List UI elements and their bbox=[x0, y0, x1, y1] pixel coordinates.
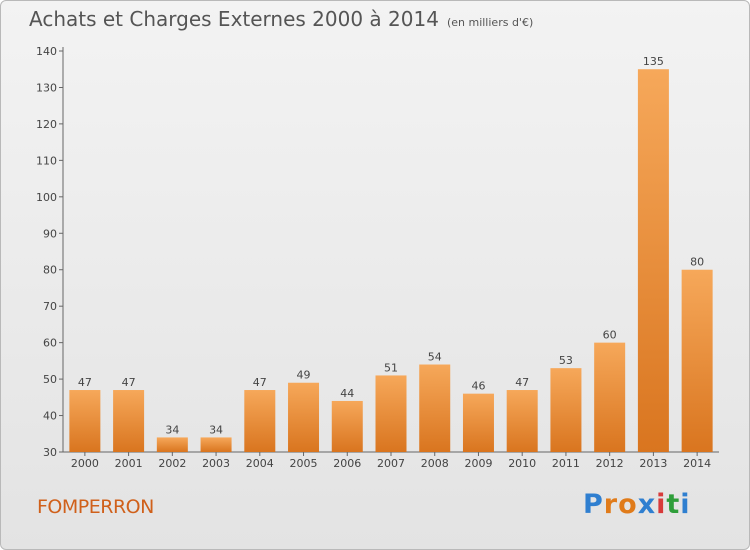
x-tick-label-2001: 2001 bbox=[115, 457, 143, 470]
bar-2006 bbox=[331, 400, 363, 452]
bar-2005 bbox=[288, 382, 320, 452]
x-tick-label-2011: 2011 bbox=[552, 457, 580, 470]
bar-2000 bbox=[69, 390, 101, 452]
bar-2007 bbox=[375, 375, 407, 452]
bar-2004 bbox=[244, 390, 276, 452]
x-tick-label-2010: 2010 bbox=[508, 457, 536, 470]
y-tick-label: 100 bbox=[36, 191, 57, 204]
logo-letter: o bbox=[618, 489, 638, 520]
value-labels: 47 47 34 34 47 49 44 51 54 46 47 53 60 135 80 bbox=[78, 55, 704, 436]
logo-letter: i bbox=[680, 489, 691, 520]
value-label-2002: 34 bbox=[165, 423, 179, 436]
bar-2013 bbox=[637, 69, 669, 453]
chart-title-text: Achats et Charges Externes 2000 à 2014 bbox=[29, 7, 439, 31]
chart-unit: (en milliers d'€) bbox=[446, 16, 534, 29]
x-tick-label-2002: 2002 bbox=[158, 457, 186, 470]
y-tick-label: 130 bbox=[36, 81, 57, 94]
x-tick-label-2012: 2012 bbox=[596, 457, 624, 470]
x-tick-label-2005: 2005 bbox=[290, 457, 318, 470]
x-tick-label-2003: 2003 bbox=[202, 457, 230, 470]
y-tick-label: 80 bbox=[43, 264, 57, 277]
value-label-2004: 47 bbox=[253, 376, 267, 389]
y-tick-label: 70 bbox=[43, 300, 57, 313]
bars bbox=[69, 69, 713, 453]
value-label-2008: 54 bbox=[428, 351, 442, 364]
value-label-2012: 60 bbox=[603, 329, 617, 342]
value-label-2007: 51 bbox=[384, 361, 398, 374]
bar-2003 bbox=[200, 437, 232, 452]
value-label-2006: 44 bbox=[340, 387, 354, 400]
logo-letter: i bbox=[656, 489, 667, 520]
commune-name: FOMPERRON bbox=[37, 496, 154, 518]
logo-letter: x bbox=[637, 489, 657, 520]
bar-2001 bbox=[113, 390, 145, 452]
x-tick-label-2013: 2013 bbox=[639, 457, 667, 470]
proxiti-logo: Proxiti bbox=[583, 489, 691, 520]
y-tick-label: 140 bbox=[36, 45, 57, 58]
value-label-2005: 49 bbox=[297, 369, 311, 382]
bar-2009 bbox=[462, 393, 494, 452]
bar-2002 bbox=[156, 437, 188, 452]
x-tick-label-2014: 2014 bbox=[683, 457, 711, 470]
x-tick-label-2000: 2000 bbox=[71, 457, 99, 470]
bar-2010 bbox=[506, 390, 538, 452]
value-label-2013: 135 bbox=[643, 55, 664, 68]
y-tick-label: 60 bbox=[43, 337, 57, 350]
bar-2014 bbox=[681, 269, 713, 452]
y-tick-label: 120 bbox=[36, 118, 57, 131]
y-tick-label: 40 bbox=[43, 410, 57, 423]
bar-2011 bbox=[550, 368, 582, 452]
value-label-2000: 47 bbox=[78, 376, 92, 389]
bar-2012 bbox=[594, 342, 626, 452]
value-label-2009: 46 bbox=[471, 380, 485, 393]
value-label-2014: 80 bbox=[690, 256, 704, 269]
x-tick-label-2004: 2004 bbox=[246, 457, 274, 470]
value-label-2003: 34 bbox=[209, 423, 223, 436]
value-label-2011: 53 bbox=[559, 354, 573, 367]
logo-letter: r bbox=[603, 489, 619, 520]
y-tick-label: 90 bbox=[43, 227, 57, 240]
chart-title: Achats et Charges Externes 2000 à 2014 (e… bbox=[29, 7, 533, 31]
value-label-2001: 47 bbox=[122, 376, 136, 389]
logo-letter: P bbox=[583, 489, 604, 520]
x-tick-label-2009: 2009 bbox=[464, 457, 492, 470]
bar-2008 bbox=[419, 364, 451, 452]
y-axis: 30 40 50 60 70 80 90 100 110 120 130 140 bbox=[36, 45, 64, 459]
x-tick-label-2007: 2007 bbox=[377, 457, 405, 470]
x-tick-label-2008: 2008 bbox=[421, 457, 449, 470]
x-axis: 2000 2001 2002 2003 2004 2005 2006 2007 2008 2009… bbox=[63, 451, 719, 470]
y-tick-label: 110 bbox=[36, 154, 57, 167]
value-label-2010: 47 bbox=[515, 376, 529, 389]
logo-letter: t bbox=[666, 489, 681, 520]
x-tick-label-2006: 2006 bbox=[333, 457, 361, 470]
y-tick-label: 50 bbox=[43, 373, 57, 386]
y-tick-label: 30 bbox=[43, 446, 57, 459]
